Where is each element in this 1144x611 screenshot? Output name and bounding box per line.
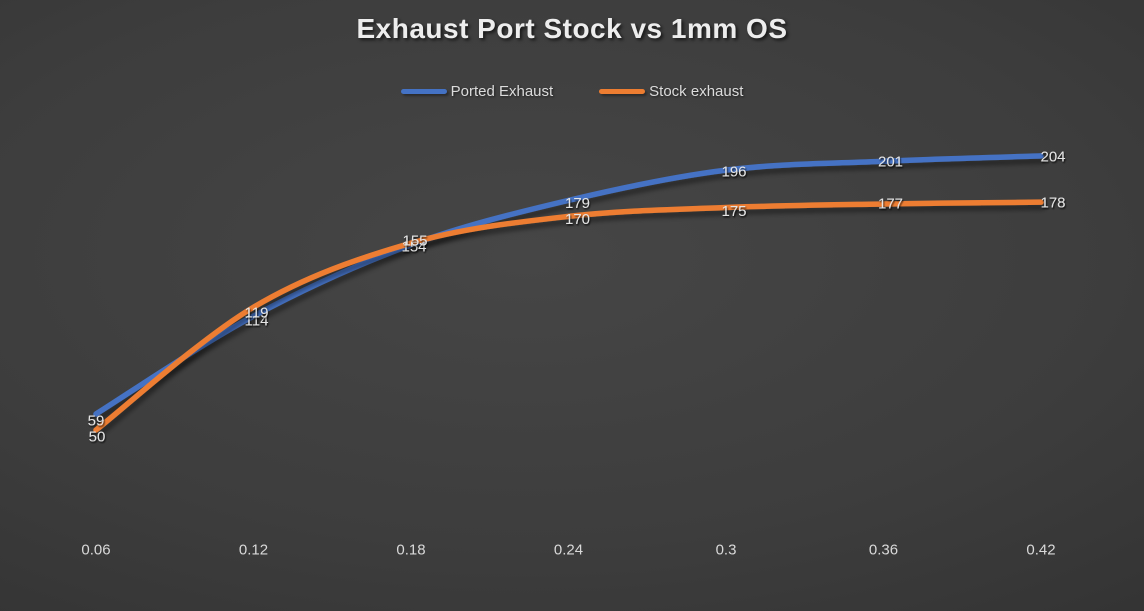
legend-label: Ported Exhaust <box>450 83 554 100</box>
legend-item-stock-exhaust[interactable]: Stock exhaust <box>599 83 743 100</box>
stock-exhaust-data-label: 175 <box>721 203 746 220</box>
ported-exhaust-data-label: 154 <box>401 238 426 255</box>
ported-exhaust-data-label: 196 <box>721 164 746 181</box>
stock-exhaust-data-label: 177 <box>878 195 903 212</box>
stock-exhaust-data-label: 155 <box>402 233 427 250</box>
stock-exhaust-line[interactable] <box>93 199 1044 433</box>
x-axis-label: 0.18 <box>396 542 425 559</box>
x-axis-label: 0.24 <box>554 542 583 559</box>
legend: Ported Exhaust Stock exhaust <box>0 83 1144 100</box>
x-axis-label: 0.06 <box>81 542 110 559</box>
x-axis-label: 0.3 <box>716 542 737 559</box>
ported-exhaust-data-label: 114 <box>245 313 269 330</box>
stock-exhaust-data-label: 50 <box>89 429 106 446</box>
ported-exhaust-data-label: 204 <box>1040 148 1065 165</box>
legend-item-ported-exhaust[interactable]: Ported Exhaust <box>400 83 554 100</box>
stock-exhaust-data-label: 170 <box>565 211 590 228</box>
stock-exhaust-data-label: 119 <box>245 305 269 322</box>
ported-exhaust-data-label: 59 <box>88 412 105 429</box>
stock-exhaust-data-label: 178 <box>1040 195 1065 212</box>
chart-title: Exhaust Port Stock vs 1mm OS <box>356 13 788 44</box>
x-axis-label: 0.42 <box>1026 542 1055 559</box>
ported-exhaust-data-label: 201 <box>878 154 903 171</box>
ported-exhaust-line[interactable] <box>93 153 1044 417</box>
ported-exhaust-data-label: 179 <box>565 195 590 212</box>
ported-exhaust-swatch-icon <box>400 89 447 94</box>
x-axis-label: 0.12 <box>239 542 268 559</box>
x-axis-label: 0.36 <box>869 542 898 559</box>
stock-exhaust-swatch-icon <box>599 89 646 94</box>
legend-label: Stock exhaust <box>649 83 744 100</box>
